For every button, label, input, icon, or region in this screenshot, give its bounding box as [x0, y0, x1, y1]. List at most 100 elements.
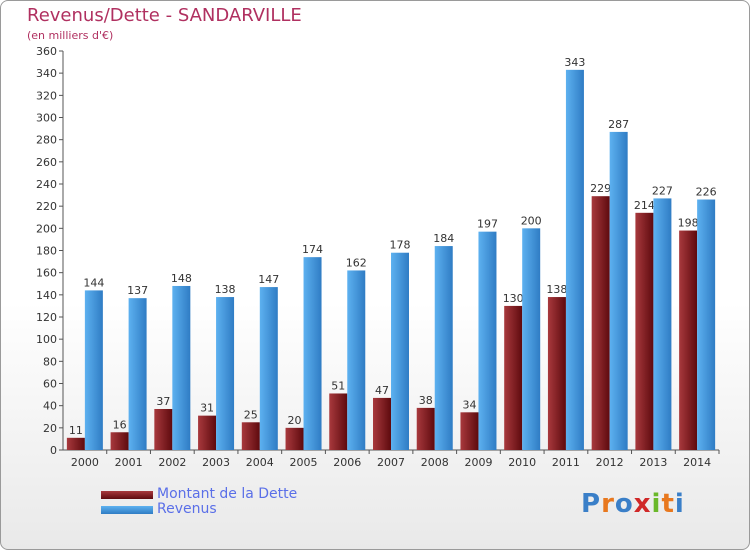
- y-tick-label: 240: [36, 178, 57, 191]
- bar-dette: [110, 432, 129, 450]
- legend-label-dette: Montant de la Dette: [157, 486, 298, 502]
- y-tick-label: 200: [36, 222, 57, 235]
- bar-dette: [635, 212, 654, 450]
- bar-revenus: [172, 285, 191, 450]
- bar-revenus: [84, 290, 103, 450]
- x-axis: 2000 2001 2002 2003 2004 2005 2006 2007 2008 2009…: [63, 449, 720, 469]
- x-tick-label: 2000: [71, 456, 99, 469]
- y-tick-label: 340: [36, 67, 57, 80]
- data-label-revenus: 226: [696, 186, 717, 199]
- bar-dette: [154, 408, 173, 450]
- data-label-dette: 229: [590, 182, 611, 195]
- data-label-dette: 11: [69, 424, 83, 437]
- bar-revenus: [434, 246, 453, 450]
- data-label-revenus: 227: [652, 184, 673, 197]
- data-label-dette: 51: [331, 379, 345, 392]
- bar-dette: [241, 422, 260, 450]
- proxiti-logo: Proxiti: [581, 489, 685, 519]
- bar-revenus: [522, 228, 541, 450]
- x-tick-label: 2005: [290, 456, 318, 469]
- x-tick-label: 2011: [552, 456, 580, 469]
- bar-revenus: [259, 287, 278, 450]
- bar-dette: [504, 305, 523, 450]
- bar-revenus: [653, 198, 672, 450]
- legend-swatch-revenus: [101, 506, 153, 514]
- y-tick-label: 80: [43, 355, 57, 368]
- data-label-dette: 25: [244, 408, 258, 421]
- bar-revenus: [697, 199, 716, 450]
- logo-letter: t: [661, 489, 675, 519]
- logo-letter: r: [601, 489, 615, 519]
- y-tick-label: 100: [36, 333, 57, 346]
- x-tick-label: 2004: [246, 456, 274, 469]
- bar-dette: [66, 437, 85, 450]
- bar-dette: [591, 196, 610, 450]
- legend-label-revenus: Revenus: [157, 501, 217, 517]
- y-tick-label: 40: [43, 400, 57, 413]
- bar-revenus: [303, 257, 322, 450]
- y-tick-label: 180: [36, 245, 57, 258]
- bar-dette: [460, 412, 479, 450]
- data-label-revenus: 144: [83, 276, 104, 289]
- data-label-dette: 214: [634, 199, 655, 212]
- data-label-revenus: 178: [390, 239, 411, 252]
- x-tick-label: 2010: [508, 456, 536, 469]
- y-axis: 0 20 40 60 80 100 120 140 160 180 200 220 240 260 280 3…: [36, 45, 64, 457]
- y-tick-label: 320: [36, 89, 57, 102]
- legend-swatch-dette: [101, 491, 153, 499]
- data-label-revenus: 343: [564, 56, 585, 69]
- bar-revenus: [391, 252, 409, 450]
- y-tick-label: 0: [50, 444, 57, 457]
- bar-dette: [373, 397, 391, 450]
- logo-letter: o: [614, 489, 634, 519]
- bar-revenus: [128, 298, 147, 450]
- x-tick-label: 2013: [639, 456, 667, 469]
- x-tick-label: 2014: [683, 456, 711, 469]
- data-label-revenus: 200: [521, 214, 542, 227]
- y-tick-label: 260: [36, 156, 57, 169]
- y-tick-label: 360: [36, 45, 57, 58]
- data-label-dette: 138: [546, 283, 567, 296]
- bar-revenus: [565, 69, 584, 450]
- x-tick-label: 2002: [158, 456, 186, 469]
- data-label-revenus: 184: [433, 232, 454, 245]
- bar-revenus: [609, 131, 628, 451]
- data-label-revenus: 287: [608, 118, 629, 131]
- data-label-dette: 34: [462, 398, 476, 411]
- data-label-revenus: 162: [346, 256, 367, 269]
- bar-dette: [198, 415, 217, 450]
- bar-dette: [547, 297, 566, 450]
- data-label-revenus: 147: [258, 273, 279, 286]
- data-label-revenus: 174: [302, 243, 323, 256]
- data-label-revenus: 137: [127, 284, 148, 297]
- data-label-dette: 47: [375, 384, 389, 397]
- logo-letter: i: [674, 489, 685, 519]
- y-tick-label: 280: [36, 134, 57, 147]
- data-label-dette: 38: [419, 394, 433, 407]
- chart-title: Revenus/Dette - SANDARVILLE: [27, 5, 302, 26]
- data-label-revenus: 148: [171, 272, 192, 285]
- logo-letter: x: [633, 489, 652, 519]
- y-tick-label: 20: [43, 422, 57, 435]
- bar-dette: [285, 427, 304, 450]
- y-tick-label: 120: [36, 311, 57, 324]
- bar-revenus: [347, 270, 366, 450]
- data-label-revenus: 197: [477, 218, 498, 231]
- bar-dette: [679, 230, 698, 450]
- logo-letter: i: [651, 489, 662, 519]
- data-label-dette: 31: [200, 402, 214, 415]
- data-label-dette: 16: [113, 418, 127, 431]
- x-tick-label: 2006: [333, 456, 361, 469]
- data-label-dette: 37: [156, 395, 170, 408]
- logo-letter: P: [581, 489, 602, 519]
- bar-dette: [329, 393, 348, 450]
- bars: 11 144 16 137 37 148 31 138 25 147 20 174 51 162 47 178…: [66, 56, 717, 451]
- data-label-dette: 130: [503, 292, 524, 305]
- bar-dette: [416, 407, 435, 450]
- x-tick-label: 2008: [421, 456, 449, 469]
- bar-revenus: [216, 297, 235, 450]
- x-tick-label: 2012: [596, 456, 624, 469]
- data-label-revenus: 138: [215, 283, 236, 296]
- data-label-dette: 20: [288, 414, 302, 427]
